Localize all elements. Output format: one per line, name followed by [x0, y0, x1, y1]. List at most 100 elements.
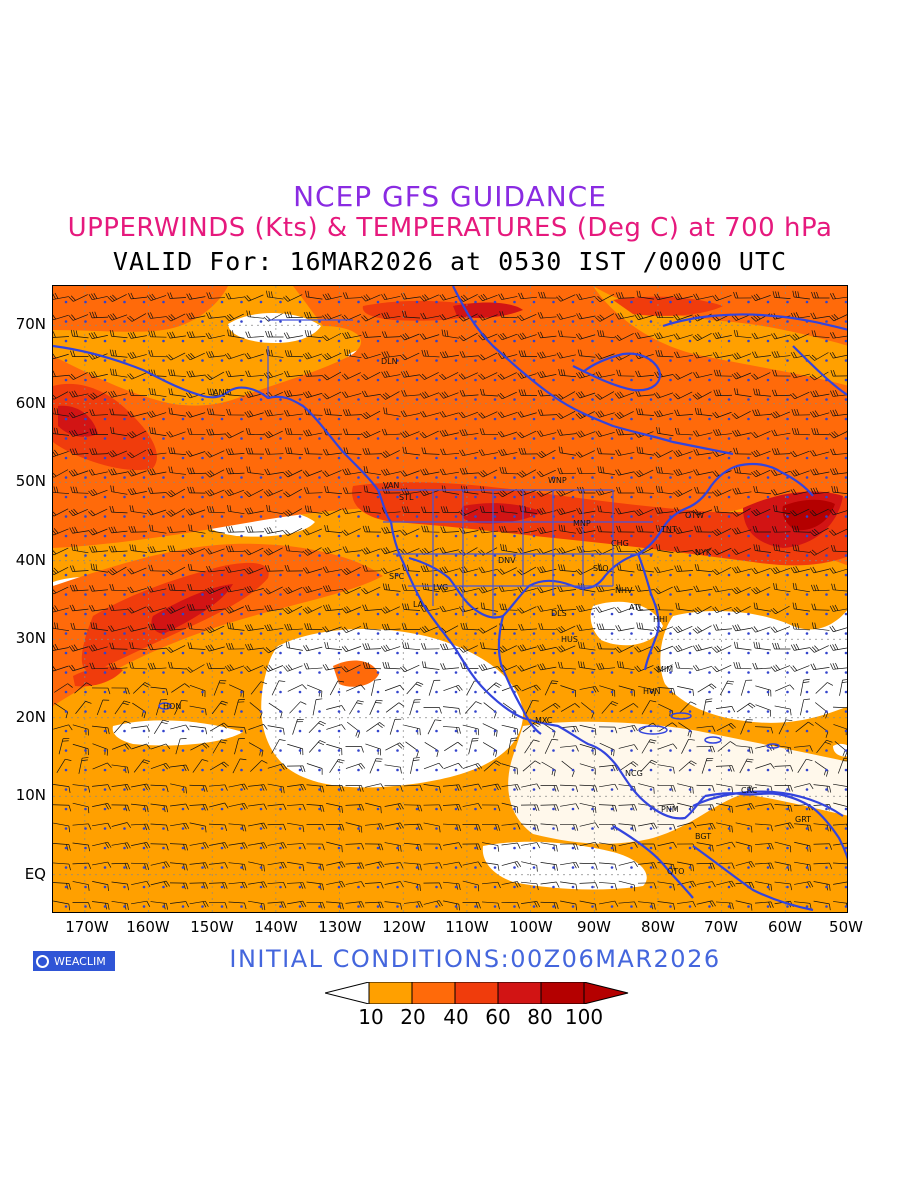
temperature-marker: [357, 671, 360, 674]
temperature-marker: [688, 593, 692, 596]
temperature-marker: [747, 632, 750, 635]
temperature-marker: [84, 671, 87, 674]
temperature-marker: [552, 729, 555, 733]
temperature-marker: [376, 456, 380, 460]
wind-barb: [284, 311, 304, 319]
wind-barb: [558, 446, 576, 456]
temperature-marker: [64, 320, 68, 323]
wind-barb: [811, 428, 830, 436]
temperature-marker: [357, 417, 360, 421]
temperature-marker: [708, 671, 711, 674]
wind-barb: [459, 389, 479, 397]
temperature-marker: [357, 339, 360, 343]
temperature-marker: [376, 827, 380, 830]
temperature-marker: [279, 905, 282, 908]
temperature-marker: [220, 905, 224, 908]
temperature-marker: [630, 846, 633, 850]
temperature-marker: [825, 905, 828, 908]
temperature-marker: [727, 398, 731, 401]
temperature-marker: [688, 417, 692, 421]
wind-barb: [381, 428, 401, 436]
temperature-marker: [688, 398, 692, 401]
wind-barb: [284, 370, 303, 378]
temperature-marker: [805, 398, 809, 401]
temperature-marker: [103, 398, 107, 401]
temperature-marker: [298, 768, 302, 772]
wind-barb: [245, 370, 265, 378]
temperature-marker: [103, 690, 107, 694]
temperature-marker: [805, 612, 809, 616]
temperature-marker: [376, 534, 380, 538]
temperature-marker: [708, 476, 711, 479]
temperature-marker: [786, 593, 789, 596]
temperature-marker: [532, 359, 536, 362]
wind-barb: [381, 331, 401, 338]
temperature-marker: [844, 456, 847, 460]
temperature-marker: [240, 788, 243, 791]
temperature-marker: [493, 866, 497, 869]
temperature-marker: [766, 554, 770, 557]
temperature-marker: [844, 827, 847, 830]
temperature-marker: [162, 866, 165, 869]
temperature-marker: [64, 827, 68, 830]
station-van: VAN: [383, 481, 399, 490]
temperature-marker: [513, 905, 516, 908]
temperature-marker: [747, 515, 750, 518]
wind-barb: [673, 391, 693, 400]
wind-barb: [361, 390, 381, 398]
temperature-marker: [786, 300, 789, 304]
temperature-marker: [298, 573, 302, 577]
temperature-marker: [513, 788, 516, 791]
wind-barb: [713, 369, 733, 377]
temperature-marker: [727, 534, 731, 538]
temperature-marker: [259, 554, 263, 557]
wind-barb: [537, 351, 557, 359]
wind-barb: [615, 469, 635, 476]
wind-barb: [439, 468, 459, 476]
wind-barb: [829, 292, 847, 300]
temperature-marker: [435, 515, 438, 518]
temperature-marker: [123, 749, 126, 752]
temperature-marker: [142, 612, 146, 616]
temperature-marker: [415, 749, 419, 752]
temperature-marker: [552, 339, 555, 343]
wind-barb: [597, 466, 615, 475]
wind-barb: [478, 469, 498, 478]
temperature-marker: [357, 398, 360, 401]
wind-barb: [110, 426, 128, 437]
temperature-marker: [142, 749, 146, 752]
temperature-marker: [649, 846, 653, 850]
temperature-marker: [357, 437, 360, 440]
wind-barb: [53, 427, 69, 436]
temperature-marker: [162, 885, 165, 889]
wind-barb: [790, 391, 810, 400]
temperature-marker: [766, 651, 770, 655]
temperature-marker: [766, 359, 770, 362]
temperature-marker: [630, 866, 633, 869]
temperature-marker: [298, 651, 302, 655]
temperature-marker: [142, 378, 146, 382]
temperature-marker: [279, 573, 282, 577]
temperature-marker: [337, 437, 341, 440]
temperature-marker: [513, 807, 516, 811]
temperature-marker: [103, 320, 107, 323]
temperature-marker: [259, 398, 263, 401]
wind-barb: [712, 294, 732, 301]
temperature-marker: [630, 456, 633, 460]
temperature-marker: [630, 476, 633, 479]
temperature-marker: [220, 554, 224, 557]
temperature-marker: [181, 573, 185, 577]
wind-barb: [693, 351, 713, 359]
temperature-marker: [220, 320, 224, 323]
wind-barb: [459, 351, 479, 358]
temperature-marker: [688, 339, 692, 343]
wind-barb: [225, 292, 245, 300]
temperature-marker: [435, 807, 438, 811]
wind-barb: [558, 368, 576, 378]
temperature-marker: [532, 768, 536, 772]
wind-barb: [224, 353, 245, 360]
temperature-marker: [474, 807, 477, 811]
wind-barb: [127, 449, 147, 459]
wind-barb: [614, 333, 634, 341]
temperature-marker: [591, 398, 594, 401]
